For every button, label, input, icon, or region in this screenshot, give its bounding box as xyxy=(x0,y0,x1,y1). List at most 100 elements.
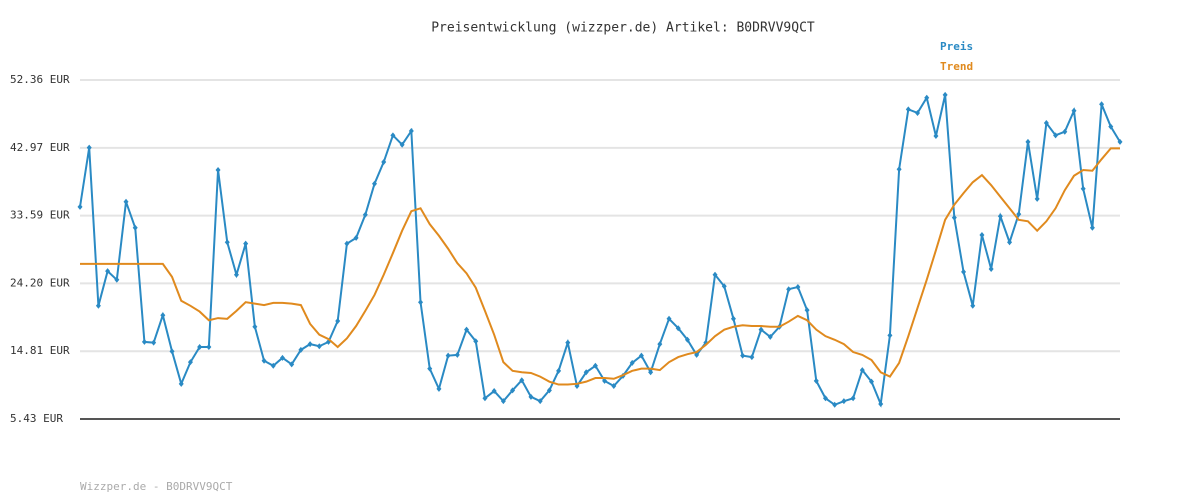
point-marker xyxy=(206,343,212,350)
point-marker xyxy=(86,144,92,151)
point-marker xyxy=(307,341,313,348)
point-marker xyxy=(418,299,424,306)
point-marker xyxy=(638,352,644,359)
point-marker xyxy=(804,307,810,314)
point-marker xyxy=(316,343,322,350)
point-marker xyxy=(151,339,157,346)
legend-label: Trend xyxy=(940,60,973,73)
point-marker xyxy=(537,398,543,405)
point-marker xyxy=(160,312,166,319)
point-marker xyxy=(1034,195,1040,202)
point-marker xyxy=(436,385,442,392)
point-marker xyxy=(381,159,387,166)
point-marker xyxy=(583,369,589,376)
point-marker xyxy=(473,338,479,345)
point-marker xyxy=(1117,138,1123,145)
point-marker xyxy=(740,352,746,359)
y-tick-label: 52.36 EUR xyxy=(10,73,70,86)
point-marker xyxy=(187,359,193,366)
point-marker xyxy=(270,362,276,369)
point-marker xyxy=(629,359,635,366)
chart-title: Preisentwicklung (wizzper.de) Artikel: B… xyxy=(431,21,815,36)
point-marker xyxy=(454,351,460,358)
point-marker xyxy=(896,166,902,173)
point-marker xyxy=(519,377,525,384)
point-marker xyxy=(169,348,175,355)
point-marker xyxy=(1062,128,1068,135)
point-marker xyxy=(1080,185,1086,192)
point-marker xyxy=(252,323,258,330)
point-marker xyxy=(279,354,285,361)
point-marker xyxy=(648,369,654,376)
point-marker xyxy=(556,367,562,374)
line-preis xyxy=(79,94,1121,408)
point-marker xyxy=(123,198,129,205)
point-marker xyxy=(869,378,875,385)
point-marker xyxy=(565,339,571,346)
point-marker xyxy=(592,362,598,369)
point-marker xyxy=(942,91,948,98)
point-marker xyxy=(399,141,405,148)
point-marker xyxy=(712,271,718,278)
y-tick-label: 33.59 EUR xyxy=(10,209,70,222)
point-marker xyxy=(832,401,838,408)
point-marker xyxy=(197,343,203,350)
point-marker xyxy=(675,325,681,332)
point-marker xyxy=(767,333,773,340)
point-marker xyxy=(1053,132,1059,139)
point-marker xyxy=(178,380,184,387)
point-marker xyxy=(243,240,249,247)
point-marker xyxy=(233,271,239,278)
point-marker xyxy=(758,326,764,333)
point-marker xyxy=(464,326,470,333)
point-marker xyxy=(546,387,552,394)
point-marker xyxy=(1007,239,1013,246)
point-marker xyxy=(362,211,368,218)
point-marker xyxy=(445,352,451,359)
point-marker xyxy=(979,232,985,239)
y-tick-label: 5.43 EUR xyxy=(10,412,63,425)
point-marker xyxy=(289,361,295,368)
point-marker xyxy=(1089,224,1095,231)
point-marker xyxy=(353,234,359,241)
point-marker xyxy=(500,398,506,405)
point-marker xyxy=(132,224,138,231)
point-marker xyxy=(657,341,663,348)
point-marker xyxy=(491,388,497,395)
point-marker xyxy=(510,387,516,394)
point-marker xyxy=(602,377,608,384)
point-marker xyxy=(372,180,378,187)
point-marker xyxy=(795,284,801,291)
point-marker xyxy=(951,214,957,221)
point-marker xyxy=(95,302,101,309)
point-marker xyxy=(694,351,700,358)
point-marker xyxy=(721,283,727,290)
y-tick-label: 14.81 EUR xyxy=(10,344,70,357)
point-marker xyxy=(1108,123,1114,130)
point-marker xyxy=(878,401,884,408)
point-marker xyxy=(611,382,617,389)
point-marker xyxy=(1071,107,1077,114)
point-marker xyxy=(730,315,736,322)
point-marker xyxy=(786,286,792,293)
point-marker xyxy=(1043,120,1049,127)
point-marker xyxy=(961,268,967,275)
point-marker xyxy=(749,354,755,361)
point-marker xyxy=(77,203,83,210)
y-tick-label: 42.97 EUR xyxy=(10,141,70,154)
point-marker xyxy=(1099,101,1105,108)
point-marker xyxy=(905,106,911,113)
point-marker xyxy=(933,133,939,140)
point-marker xyxy=(427,365,433,372)
point-marker xyxy=(335,317,341,324)
point-marker xyxy=(684,336,690,343)
point-marker xyxy=(924,94,930,101)
point-marker xyxy=(666,315,672,322)
point-marker xyxy=(970,302,976,309)
point-marker xyxy=(105,268,111,275)
point-marker xyxy=(813,377,819,384)
point-marker xyxy=(408,127,414,134)
point-marker xyxy=(859,367,865,374)
point-marker xyxy=(482,395,488,402)
